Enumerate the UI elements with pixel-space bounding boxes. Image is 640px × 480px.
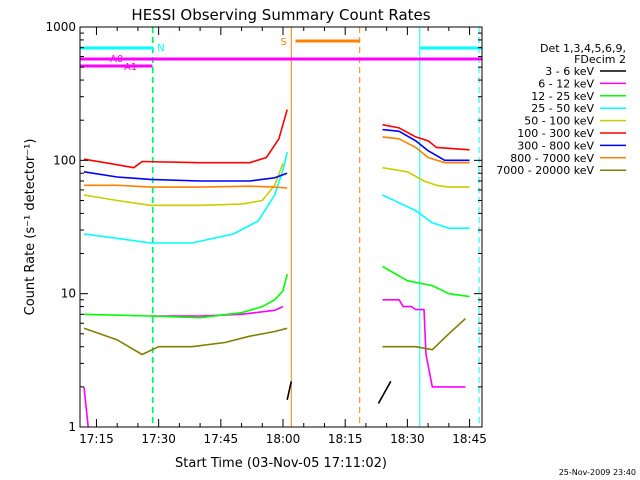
y-tick-label: 1 bbox=[68, 420, 76, 434]
series-line bbox=[83, 327, 288, 356]
x-tick-label: 18:15 bbox=[328, 432, 363, 446]
plot-frame bbox=[79, 26, 483, 428]
legend-label: 6 - 12 keV bbox=[538, 77, 594, 90]
series-line bbox=[83, 171, 288, 182]
timestamp: 25-Nov-2009 23:40 bbox=[559, 468, 636, 477]
series-line bbox=[83, 386, 89, 428]
flag-label: A1 bbox=[124, 62, 137, 73]
series-line bbox=[377, 380, 392, 404]
flag-label: N bbox=[157, 43, 164, 54]
series-line bbox=[382, 298, 466, 388]
series-line bbox=[83, 152, 288, 244]
y-axis-label: Count Rate (s⁻¹ detector⁻¹) bbox=[23, 139, 38, 316]
x-tick-label: 18:00 bbox=[266, 432, 301, 446]
x-tick-label: 17:30 bbox=[141, 432, 176, 446]
series-line bbox=[382, 136, 470, 164]
flag-label: A0 bbox=[110, 54, 123, 65]
series-line bbox=[382, 128, 470, 162]
series-line bbox=[382, 318, 466, 351]
x-axis-label: Start Time (03-Nov-05 17:11:02) bbox=[175, 456, 387, 471]
y-tick-label: 1000 bbox=[45, 20, 76, 34]
legend-label: 100 - 300 keV bbox=[517, 127, 594, 140]
legend-header: Det 1,3,4,5,6,9, bbox=[540, 42, 626, 55]
series-line bbox=[286, 381, 293, 400]
legend-label: 12 - 25 keV bbox=[531, 90, 594, 103]
legend-label: 25 - 50 keV bbox=[531, 102, 594, 115]
legend-label: 7000 - 20000 keV bbox=[496, 164, 594, 177]
x-tick-label: 18:30 bbox=[390, 432, 425, 446]
x-tick-label: 18:45 bbox=[452, 432, 487, 446]
series-line bbox=[83, 109, 288, 169]
legend-header: FDecim 2 bbox=[574, 53, 626, 66]
y-tick-label: 100 bbox=[53, 153, 76, 167]
series-line bbox=[382, 265, 470, 298]
series-line bbox=[382, 166, 470, 188]
y-tick-label: 10 bbox=[61, 287, 76, 301]
legend-label: 800 - 7000 keV bbox=[510, 152, 594, 165]
series-line bbox=[382, 123, 470, 151]
series-line bbox=[83, 163, 284, 207]
x-tick-label: 17:15 bbox=[79, 432, 114, 446]
x-tick-label: 17:45 bbox=[204, 432, 239, 446]
legend-label: 3 - 6 keV bbox=[545, 65, 594, 78]
chart-title: HESSI Observing Summary Count Rates bbox=[131, 6, 430, 24]
series-line bbox=[150, 305, 284, 317]
series-line bbox=[83, 274, 288, 319]
legend-label: 50 - 100 keV bbox=[524, 115, 594, 128]
series-line bbox=[382, 194, 470, 229]
series-line bbox=[84, 184, 288, 189]
axis-ticks: 17:15 17:30 17:45 18:00 18:15 18:30 18:45 1 10 10… bbox=[45, 20, 486, 446]
legend-label: 300 - 800 keV bbox=[517, 139, 594, 152]
flag-label: S bbox=[280, 37, 286, 48]
